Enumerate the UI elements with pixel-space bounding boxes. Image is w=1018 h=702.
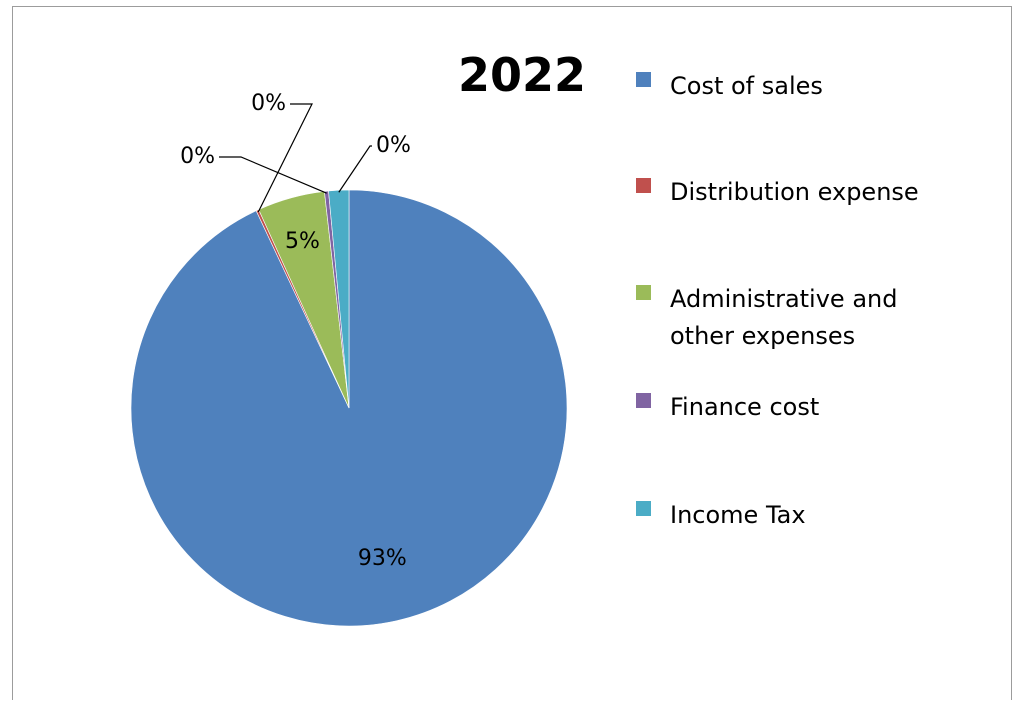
chart-title: 2022 bbox=[458, 48, 586, 102]
legend-item-finance-cost: Finance cost bbox=[636, 393, 819, 421]
legend-item-administrative-and-other-expenses: Administrative and other expenses bbox=[636, 285, 897, 350]
data-label-administrative-and-other-expenses: 5% bbox=[285, 229, 320, 254]
legend-item-cost-of-sales: Cost of sales bbox=[636, 72, 823, 100]
chart-frame bbox=[12, 6, 1012, 700]
legend-label-finance-cost: Finance cost bbox=[670, 393, 819, 421]
legend-swatch-finance-cost bbox=[636, 393, 651, 408]
legend-item-distribution-expense: Distribution expense bbox=[636, 178, 919, 206]
data-label-finance-cost: 0% bbox=[180, 144, 215, 169]
pie-slices bbox=[130, 189, 568, 627]
leader-line-finance-cost bbox=[219, 156, 327, 194]
legend: Cost of sales Distribution expense Adminis… bbox=[636, 72, 919, 529]
legend-swatch-income-tax bbox=[636, 501, 651, 516]
legend-swatch-cost-of-sales bbox=[636, 72, 651, 87]
data-labels: 93% 0% 5% 0% 0% bbox=[180, 91, 411, 571]
leader-line-distribution-expense bbox=[257, 103, 313, 213]
leader-lines bbox=[219, 103, 372, 213]
legend-swatch-distribution-expense bbox=[636, 178, 651, 193]
data-label-cost-of-sales: 93% bbox=[358, 546, 407, 571]
pie-slice-income-tax bbox=[328, 189, 350, 409]
legend-label-distribution-expense: Distribution expense bbox=[670, 178, 919, 206]
legend-label-income-tax: Income Tax bbox=[670, 501, 806, 529]
legend-swatch-administrative-and-other-expenses bbox=[636, 285, 651, 300]
leader-line-income-tax bbox=[338, 145, 372, 193]
legend-label-cost-of-sales: Cost of sales bbox=[670, 72, 823, 100]
legend-label-administrative-and-other-expenses: Administrative and other expenses bbox=[670, 285, 897, 350]
data-label-income-tax: 0% bbox=[376, 133, 411, 158]
data-label-distribution-expense: 0% bbox=[251, 91, 286, 116]
legend-item-income-tax: Income Tax bbox=[636, 501, 806, 529]
